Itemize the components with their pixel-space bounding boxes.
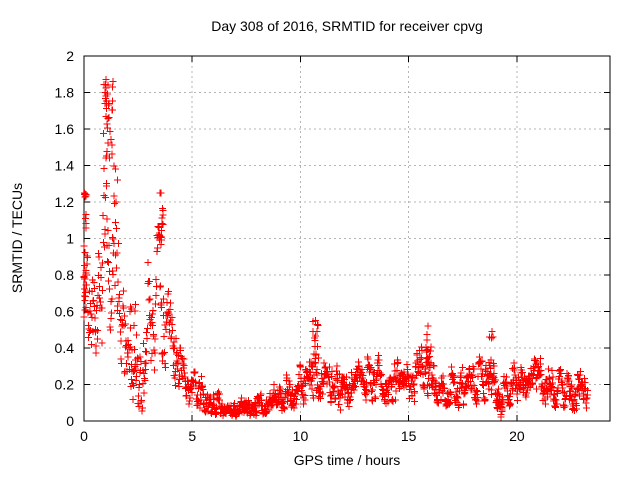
axis-ticks — [83, 55, 610, 422]
y-tick-label-1.4: 1.4 — [55, 158, 75, 174]
grid-lines — [84, 56, 610, 421]
x-tick-label-20: 20 — [509, 428, 525, 444]
x-tick-label-15: 15 — [401, 428, 417, 444]
y-tick-label-2: 2 — [66, 48, 74, 64]
y-tick-label-1.8: 1.8 — [55, 85, 75, 101]
y-tick-label-1.6: 1.6 — [55, 121, 75, 137]
chart-title: Day 308 of 2016, SRMTID for receiver cpv… — [211, 18, 483, 34]
x-tick-label-5: 5 — [188, 428, 196, 444]
y-tick-label-1: 1 — [66, 231, 74, 247]
x-tick-label-10: 10 — [293, 428, 309, 444]
y-tick-label-0.4: 0.4 — [55, 340, 75, 356]
x-tick-label-0: 0 — [80, 428, 88, 444]
y-tick-labels: 0 0.2 0.4 0.6 0.8 1 1.2 1.4 1.6 1.8 2 — [55, 48, 75, 429]
x-axis-label: GPS time / hours — [294, 452, 401, 468]
y-tick-label-0: 0 — [66, 413, 74, 429]
y-tick-label-1.2: 1.2 — [55, 194, 75, 210]
y-tick-label-0.6: 0.6 — [55, 304, 75, 320]
y-axis-label: SRMTID / TECUs — [9, 183, 25, 293]
scatter-data-points — [80, 76, 592, 421]
x-tick-labels: 0 5 10 15 20 — [80, 428, 525, 444]
y-tick-label-0.2: 0.2 — [55, 377, 75, 393]
y-tick-label-0.8: 0.8 — [55, 267, 75, 283]
